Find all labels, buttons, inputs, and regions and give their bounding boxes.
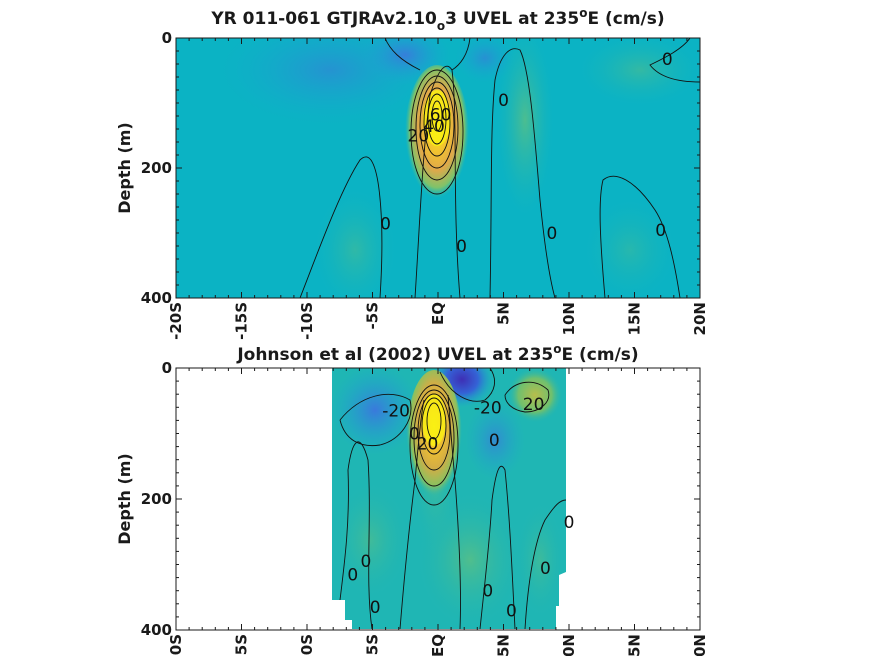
x-tick-label: EQ — [429, 634, 447, 656]
y-tick-label: 200 — [141, 490, 172, 508]
contour-label: 0 — [380, 214, 391, 234]
contour-label: 20 — [408, 127, 430, 147]
x-tick-label: 20N — [691, 302, 709, 335]
y-tick-label: 400 — [141, 621, 172, 639]
x-tick-label: 10N — [560, 302, 578, 335]
contour-label: 0 — [489, 431, 500, 451]
x-tick-label: -10S — [298, 302, 316, 340]
contour-label: 40 — [423, 117, 445, 137]
contour-label: 0 — [409, 425, 420, 445]
contour-label: 0 — [662, 50, 673, 70]
x-tick-label: 5N — [495, 302, 513, 325]
contour-label: 0 — [547, 224, 558, 244]
x-tick-label: -15S — [233, 302, 251, 340]
contours-bottom — [339, 368, 566, 629]
x-tick-label: EQ — [429, 302, 447, 325]
contour-label: -20 — [382, 402, 410, 422]
chart-title-bottom: Johnson et al (2002) UVEL at 235oE (cm/s… — [236, 342, 638, 365]
y-tick-label: 0 — [162, 359, 172, 377]
x-tick-label: -20S — [167, 302, 185, 340]
x-tick-label: -5S — [364, 302, 382, 329]
contour-label: 0 — [361, 552, 372, 572]
x-tick-label: 20N — [691, 634, 709, 656]
y-axis-label-top: Depth (m) — [115, 122, 134, 214]
y-tick-label: 400 — [141, 289, 172, 307]
y-axis-label-bottom: Depth (m) — [115, 453, 134, 545]
contour-label: 0 — [347, 565, 358, 585]
contours-top — [299, 38, 700, 298]
x-tick-label: -20S — [167, 634, 185, 656]
contour-label: 20 — [417, 434, 439, 454]
x-tick-label: 15N — [626, 302, 644, 335]
contour-label: 0 — [498, 91, 509, 111]
y-tick-label: 200 — [141, 159, 172, 177]
contour-label: 20 — [523, 395, 545, 415]
contour-label: 0 — [655, 221, 666, 241]
contour-label: 0 — [482, 582, 493, 602]
chart-title-top: YR 011-061 GTJRAv2.10o3 UVEL at 235oE (c… — [210, 6, 664, 33]
contour-label: 0 — [540, 559, 551, 579]
x-tick-label: 10N — [560, 634, 578, 656]
x-tick-label: 15N — [626, 634, 644, 656]
contour-label: -20 — [474, 398, 502, 418]
x-tick-label: -5S — [364, 634, 382, 656]
contour-label: 60 — [430, 106, 452, 126]
heatmap-field-top — [176, 38, 700, 298]
contour-label: 0 — [564, 513, 575, 533]
y-tick-label: 0 — [162, 29, 172, 47]
contour-label: 0 — [456, 237, 467, 257]
contour-label: 0 — [370, 598, 381, 618]
contour-label: 0 — [506, 601, 517, 621]
x-tick-label: 5N — [495, 634, 513, 656]
x-tick-label: -15S — [233, 634, 251, 656]
x-tick-label: -10S — [298, 634, 316, 656]
